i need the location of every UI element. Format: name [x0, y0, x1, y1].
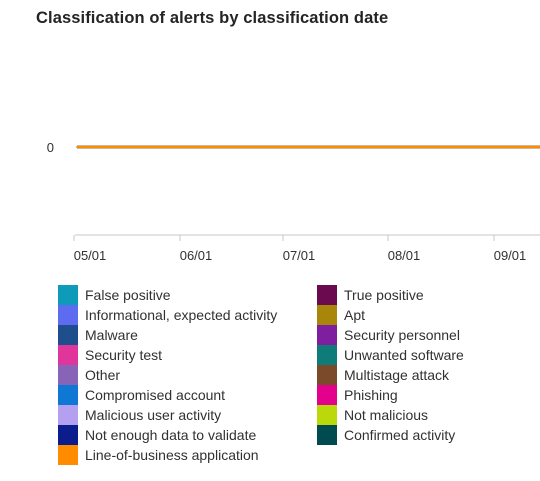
legend-swatch	[58, 305, 78, 325]
legend-item[interactable]: Phishing	[317, 385, 398, 405]
x-tick-label: 07/01	[283, 248, 316, 263]
legend-item[interactable]: Malicious user activity	[58, 405, 221, 425]
legend-item[interactable]: Other	[58, 365, 120, 385]
legend-item[interactable]: Security test	[58, 345, 162, 365]
legend-label: Other	[85, 367, 121, 383]
legend-item[interactable]: Apt	[317, 305, 365, 325]
legend-label: Not enough data to validate	[85, 427, 257, 443]
legend-label: Unwanted software	[344, 347, 464, 363]
legend-swatch	[317, 405, 337, 425]
legend-label: Phishing	[344, 387, 398, 403]
legend-swatch	[58, 405, 78, 425]
legend-swatch	[317, 425, 337, 445]
legend-swatch	[317, 325, 337, 345]
legend-label: Security test	[85, 347, 163, 363]
legend-swatch	[317, 365, 337, 385]
legend-item[interactable]: Confirmed activity	[317, 425, 455, 445]
x-tick-label: 09/01	[494, 248, 527, 263]
legend-item[interactable]: False positive	[58, 285, 171, 305]
y-tick-label: 0	[47, 140, 54, 155]
legend-label: Apt	[344, 307, 366, 323]
legend-swatch	[58, 425, 78, 445]
legend-swatch	[58, 285, 78, 305]
legend-label: Informational, expected activity	[85, 307, 278, 323]
legend-label: True positive	[344, 287, 424, 303]
legend-item[interactable]: True positive	[317, 285, 424, 305]
legend-swatch	[58, 345, 78, 365]
x-tick-label: 06/01	[180, 248, 213, 263]
chart-title: Classification of alerts by classificati…	[36, 9, 389, 27]
legend-item[interactable]: Multistage attack	[317, 365, 449, 385]
legend-item[interactable]: Unwanted software	[317, 345, 464, 365]
legend-swatch	[58, 385, 78, 405]
legend-swatch	[58, 365, 78, 385]
legend-swatch	[317, 345, 337, 365]
legend-item[interactable]: Compromised account	[58, 385, 225, 405]
legend-label: False positive	[85, 287, 171, 303]
line-chart: 0 05/01 06/01 07/01 08/01 09/01	[47, 140, 540, 263]
legend-label: Confirmed activity	[344, 427, 456, 443]
x-tick-label: 05/01	[74, 248, 107, 263]
x-tick-label: 08/01	[388, 248, 421, 263]
legend-swatch	[317, 385, 337, 405]
legend-label: Security personnel	[344, 327, 460, 343]
legend-item[interactable]: Not malicious	[317, 405, 428, 425]
legend-item[interactable]: Not enough data to validate	[58, 425, 256, 445]
legend-swatch	[317, 285, 337, 305]
legend-item[interactable]: Security personnel	[317, 325, 460, 345]
legend-label: Malicious user activity	[85, 407, 222, 423]
legend-item[interactable]: Malware	[58, 325, 138, 345]
legend-label: Not malicious	[344, 407, 429, 423]
legend-item[interactable]: Line-of-business application	[58, 445, 259, 465]
legend-swatch	[58, 325, 78, 345]
legend-label: Multistage attack	[344, 367, 450, 383]
legend-swatch	[317, 305, 337, 325]
legend-label: Line-of-business application	[85, 447, 259, 463]
legend-label: Malware	[85, 327, 138, 343]
legend-item[interactable]: Informational, expected activity	[58, 305, 277, 325]
legend-swatch	[58, 445, 78, 465]
legend-label: Compromised account	[85, 387, 226, 403]
